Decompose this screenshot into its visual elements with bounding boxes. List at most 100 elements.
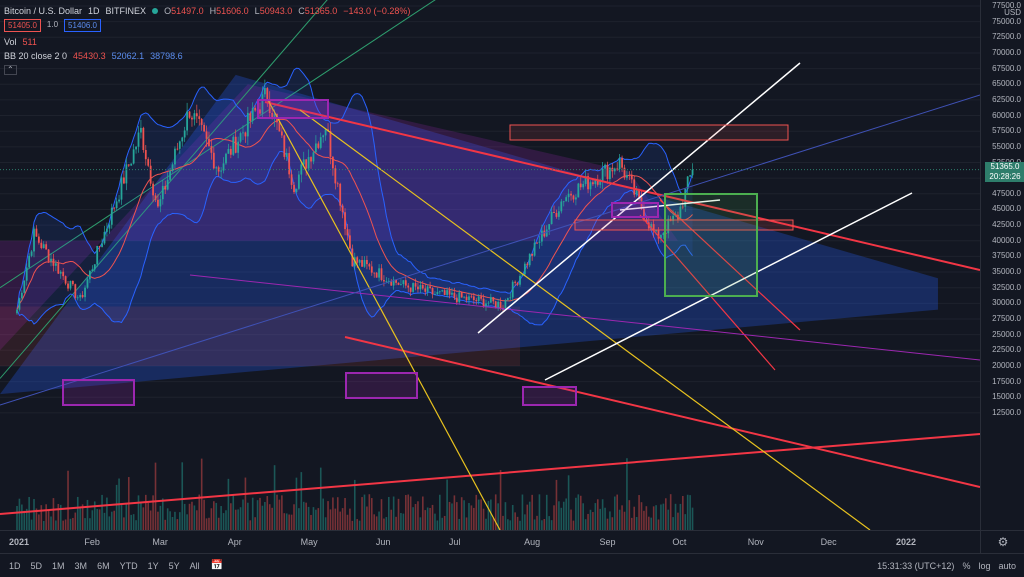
buy-button[interactable]: 51406.0 <box>64 18 101 32</box>
timeframe-button[interactable]: YTD <box>119 560 138 571</box>
volume-bar <box>458 518 461 530</box>
candle-body <box>181 137 184 142</box>
volume-bar <box>635 516 638 530</box>
candle-body <box>630 175 633 180</box>
timeframe-button[interactable]: 1Y <box>147 560 159 571</box>
timeframe-button[interactable]: 1M <box>52 560 65 571</box>
candle-body <box>526 263 529 266</box>
auto-scale-toggle[interactable]: auto <box>998 560 1016 571</box>
candle-body <box>380 268 383 280</box>
candle-body <box>373 272 376 274</box>
collapse-legend-icon[interactable]: ⌃ <box>4 65 17 75</box>
volume-bar <box>650 517 653 530</box>
candle-body <box>626 175 628 178</box>
volume-bar <box>456 502 458 530</box>
symbol-name[interactable]: Bitcoin / U.S. Dollar <box>4 6 83 16</box>
time-tick: May <box>300 537 318 547</box>
candle-body <box>368 264 371 267</box>
spread-value: 1.0 <box>46 20 59 29</box>
chart-settings-gear-icon[interactable]: ⚙ <box>980 530 1024 553</box>
volume-bar <box>322 498 324 530</box>
date-range-calendar-icon[interactable]: 📅 <box>210 560 224 571</box>
interval-label[interactable]: 1D <box>88 6 100 16</box>
sell-button[interactable]: 51405.0 <box>4 18 41 32</box>
volume-bar <box>417 501 419 530</box>
timeframe-button[interactable]: 3M <box>74 560 88 571</box>
candle-body <box>193 113 196 120</box>
volume-bar <box>47 509 50 530</box>
candle-body <box>660 235 662 239</box>
candle-body <box>628 175 631 176</box>
volume-bar <box>426 507 429 530</box>
volume-bar <box>18 498 21 530</box>
volume-bar <box>511 504 514 530</box>
volume-bar <box>434 513 436 530</box>
volume-bar <box>400 513 402 530</box>
candle-body <box>283 135 286 157</box>
volume-bar <box>52 498 55 530</box>
timeframe-button[interactable]: 5D <box>30 560 43 571</box>
candle-body <box>407 285 410 288</box>
candle-body <box>67 283 69 289</box>
red-short-line <box>659 199 801 331</box>
volume-bar <box>120 503 123 530</box>
candle-body <box>633 179 636 195</box>
candle-body <box>285 153 288 157</box>
candle-body <box>59 271 62 274</box>
currency-label[interactable]: USD <box>1004 8 1021 17</box>
candle-body <box>312 152 315 162</box>
consolidation-box <box>664 193 758 297</box>
low-key: L <box>254 6 260 16</box>
candle-body <box>52 258 55 266</box>
candle-body <box>606 164 609 180</box>
time-axis[interactable]: 2021 Feb Mar Apr May Jun Jul Aug Sep Oct Nov Dec 202… <box>0 530 980 553</box>
volume-bar <box>288 514 290 530</box>
support-zone <box>0 306 520 366</box>
candle-body <box>465 296 468 301</box>
volume-bar <box>179 512 181 530</box>
volume-row[interactable]: Vol 511 <box>4 35 410 49</box>
timeframe-button[interactable]: 5Y <box>168 560 180 571</box>
volume-bar <box>40 505 43 530</box>
candle-body <box>118 199 120 202</box>
price-chart[interactable] <box>0 0 980 530</box>
candle-body <box>293 184 295 193</box>
volume-bar <box>169 511 171 530</box>
log-scale-toggle[interactable]: log <box>978 560 991 571</box>
chart-area[interactable]: Bitcoin / U.S. Dollar 1D BITFINEX O 51497… <box>0 0 980 530</box>
volume-bar <box>613 496 616 530</box>
candle-body <box>577 183 580 198</box>
candle-body <box>635 189 638 195</box>
candle-body <box>40 242 43 249</box>
percent-scale-toggle[interactable]: % <box>962 560 971 571</box>
symbol-row: Bitcoin / U.S. Dollar 1D BITFINEX O 51497… <box>4 4 410 18</box>
price-axis[interactable]: USD 77500.0 75000.0 72500.0 70000.0 67500.0 6… <box>980 0 1024 530</box>
volume-bar <box>358 520 361 530</box>
candle-body <box>329 131 332 157</box>
volume-bar <box>198 494 201 530</box>
candle-body <box>613 168 616 172</box>
candle-body <box>300 164 303 175</box>
candle-body <box>689 175 692 177</box>
bb-row[interactable]: BB 20 close 2 0 45430.3 52062.1 38798.6 <box>4 49 410 63</box>
candle-body <box>497 301 500 308</box>
candle-body <box>108 224 111 229</box>
volume-bar <box>562 501 565 530</box>
volume-bar <box>477 499 480 530</box>
volume-bar <box>25 508 28 530</box>
candle-body <box>650 224 653 229</box>
candle-body <box>560 201 563 212</box>
timeframe-button[interactable]: 1D <box>9 560 21 571</box>
volume-bar <box>490 499 492 530</box>
candle-body <box>485 303 487 307</box>
clock-timezone[interactable]: 15:31:33 (UTC+12) <box>877 560 955 571</box>
volume-bar <box>473 507 475 530</box>
candle-body <box>545 229 548 237</box>
timeframe-button[interactable]: All <box>189 560 200 571</box>
candle-body <box>516 282 519 285</box>
bb-lower-value: 38798.6 <box>150 51 183 61</box>
candle-body <box>494 301 497 308</box>
volume-bar <box>589 509 592 530</box>
volume-bar <box>672 517 674 530</box>
timeframe-button[interactable]: 6M <box>97 560 110 571</box>
